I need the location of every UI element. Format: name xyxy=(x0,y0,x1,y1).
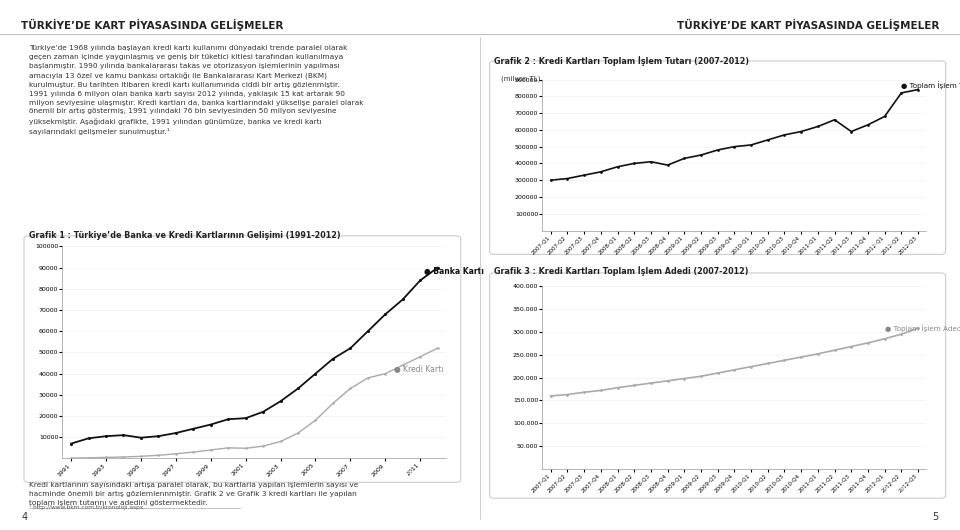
Text: Grafik 2 : Kredi Kartları Toplam İşlem Tutarı (2007-2012): Grafik 2 : Kredi Kartları Toplam İşlem T… xyxy=(494,56,750,66)
Text: 4: 4 xyxy=(21,512,27,522)
Text: ¹ http://www.bkm.com.tr/kronoloji.aspx: ¹ http://www.bkm.com.tr/kronoloji.aspx xyxy=(29,504,143,510)
Text: Türkiye’de 1968 yılında başlayan kredi kartı kullanımı dünyadaki trende paralel : Türkiye’de 1968 yılında başlayan kredi k… xyxy=(29,45,363,135)
Text: TÜRKİYE’DE KART PİYASASINDA GELİŞMELER: TÜRKİYE’DE KART PİYASASINDA GELİŞMELER xyxy=(677,19,939,31)
Text: Grafik 1 : Türkiye’de Banka ve Kredi Kartlarının Gelişimi (1991-2012): Grafik 1 : Türkiye’de Banka ve Kredi Kar… xyxy=(29,231,341,240)
Text: Kaynak: BKM: Kaynak: BKM xyxy=(394,470,430,475)
Text: ● Toplam İşlem Adedi: ● Toplam İşlem Adedi xyxy=(885,324,960,332)
Text: Grafik 3 : Kredi Kartları Toplam İşlem Adedi (2007-2012): Grafik 3 : Kredi Kartları Toplam İşlem A… xyxy=(494,266,749,276)
Text: Kaynak: BKM: Kaynak: BKM xyxy=(872,486,908,491)
Text: 5: 5 xyxy=(932,512,939,522)
Text: (milyon TL): (milyon TL) xyxy=(501,75,540,82)
Text: Kaynak: BKM: Kaynak: BKM xyxy=(872,242,908,248)
Text: TÜRKİYE’DE KART PİYASASINDA GELİŞMELER: TÜRKİYE’DE KART PİYASASINDA GELİŞMELER xyxy=(21,19,283,31)
Text: Kredi kartlarının sayısındaki artışa paralel olarak, bu kartlarla yapılan işleml: Kredi kartlarının sayısındaki artışa par… xyxy=(29,482,358,506)
Text: ● Kredi Kartı: ● Kredi Kartı xyxy=(394,365,444,374)
Text: ● Banka Kartı: ● Banka Kartı xyxy=(423,267,484,276)
Text: ● Toplam İşlem Tutarı: ● Toplam İşlem Tutarı xyxy=(901,81,960,89)
